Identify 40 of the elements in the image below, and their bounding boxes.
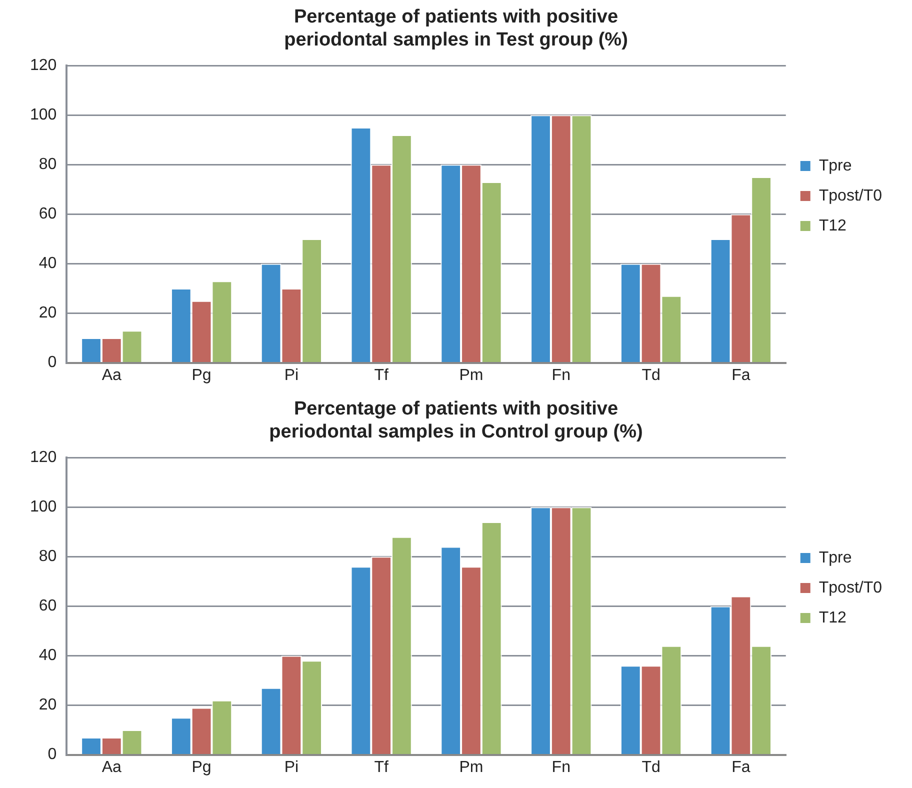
legend-label: Tpost/T0	[818, 579, 882, 596]
legend-label: T12	[818, 609, 847, 626]
x-tick-label: Pm	[459, 758, 484, 776]
y-tick-label: 0	[48, 354, 57, 372]
x-tick-label: Td	[642, 366, 660, 384]
legend-label: Tpre	[818, 157, 852, 174]
x-tick-label: Pi	[284, 366, 299, 384]
x-tick-label: Pg	[192, 758, 212, 776]
y-tick-label: 120	[30, 449, 57, 466]
y-tick-label: 20	[38, 696, 57, 714]
x-tick-label: Aa	[102, 366, 122, 384]
x-tick-label: Pg	[192, 366, 212, 384]
legend-label: Tpre	[818, 549, 852, 566]
legend-label: T12	[818, 217, 847, 234]
x-tick-label: Aa	[102, 758, 122, 776]
legend-label: Tpost/T0	[818, 187, 882, 204]
text: periodontal samples in Test group (%)	[284, 29, 628, 50]
x-tick-label: Fa	[732, 758, 750, 776]
x-tick-label: Fn	[552, 366, 570, 384]
y-tick-label: 40	[38, 647, 57, 664]
y-tick-label: 0	[48, 746, 57, 764]
y-tick-label: 80	[38, 548, 57, 566]
x-tick-label: Td	[642, 758, 660, 776]
y-tick-label: 100	[30, 498, 57, 516]
x-tick-label: Tf	[374, 366, 389, 384]
x-tick-label: Fa	[732, 366, 750, 384]
y-tick-label: 20	[38, 304, 57, 322]
text: periodontal samples in Control group (%)	[269, 421, 643, 442]
x-tick-label: Pm	[459, 366, 484, 384]
y-tick-label: 60	[38, 598, 57, 615]
text: Percentage of patients with positive	[294, 6, 618, 28]
y-tick-label: 120	[30, 57, 57, 74]
y-tick-label: 60	[38, 206, 57, 223]
x-tick-label: Pi	[284, 758, 299, 776]
x-tick-label: Tf	[374, 758, 389, 776]
y-tick-label: 80	[38, 156, 57, 174]
x-tick-label: Fn	[552, 758, 570, 776]
y-tick-label: 40	[38, 255, 57, 272]
text: Percentage of patients with positive	[294, 398, 618, 420]
y-tick-label: 100	[30, 106, 57, 124]
